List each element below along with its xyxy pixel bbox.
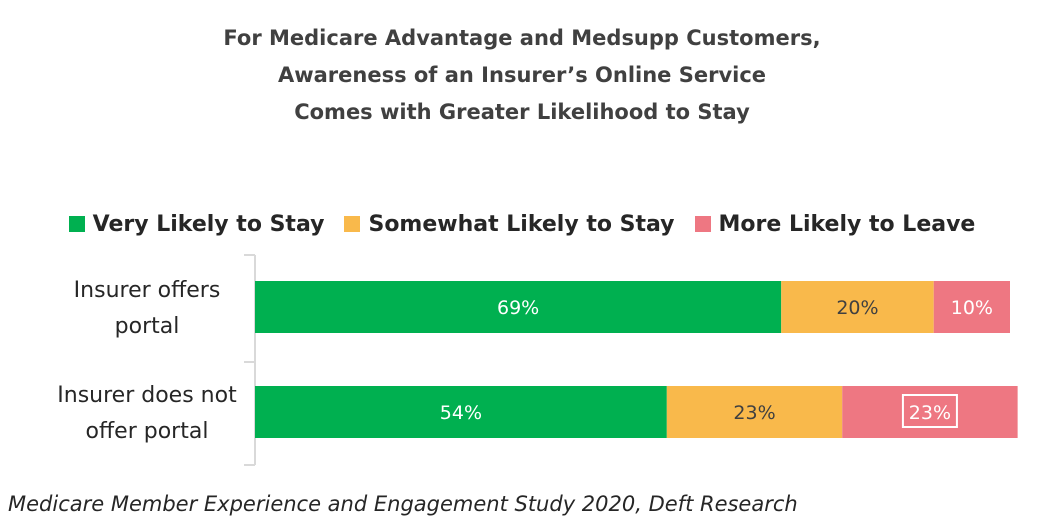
legend-label-more-likely-leave: More Likely to Leave: [718, 211, 976, 237]
chart-title-line: Awareness of an Insurer’s Online Service: [277, 63, 767, 87]
chart-title-line: For Medicare Advantage and Medsupp Custo…: [223, 26, 821, 50]
legend-label-very-likely: Very Likely to Stay: [92, 211, 325, 237]
data-label: 69%: [497, 297, 539, 319]
chart-title: For Medicare Advantage and Medsupp Custo…: [0, 20, 1044, 131]
legend-item-more-likely-leave: More Likely to Leave: [694, 211, 976, 237]
data-label: 23%: [909, 402, 951, 424]
category-label: Insurer offers: [74, 278, 221, 303]
legend-item-somewhat-likely: Somewhat Likely to Stay: [344, 211, 675, 237]
chart-legend: Very Likely to Stay Somewhat Likely to S…: [0, 206, 1044, 242]
category-label: offer portal: [86, 419, 209, 444]
bar-segment: [255, 281, 782, 333]
data-label: 10%: [951, 297, 993, 319]
data-label: 54%: [440, 402, 482, 424]
legend-swatch-very-likely: [68, 216, 85, 232]
data-label: 20%: [836, 297, 878, 319]
chart-title-line: Comes with Greater Likelihood to Stay: [294, 100, 750, 124]
bar-segment: [933, 281, 1010, 333]
data-label: 23%: [733, 402, 775, 424]
bar-segment: [781, 281, 934, 333]
bar-segment: [255, 386, 667, 438]
data-label-box: [901, 394, 958, 428]
legend-swatch-somewhat-likely: [344, 216, 361, 232]
legend-swatch-more-likely-leave: [694, 216, 711, 232]
bar-segment: [666, 386, 843, 438]
legend-label-somewhat-likely: Somewhat Likely to Stay: [368, 211, 675, 237]
legend-item-very-likely: Very Likely to Stay: [68, 211, 325, 237]
category-label: portal: [115, 314, 180, 339]
source-footnote: Medicare Member Experience and Engagemen…: [8, 492, 798, 516]
category-label: Insurer does not: [57, 383, 237, 408]
